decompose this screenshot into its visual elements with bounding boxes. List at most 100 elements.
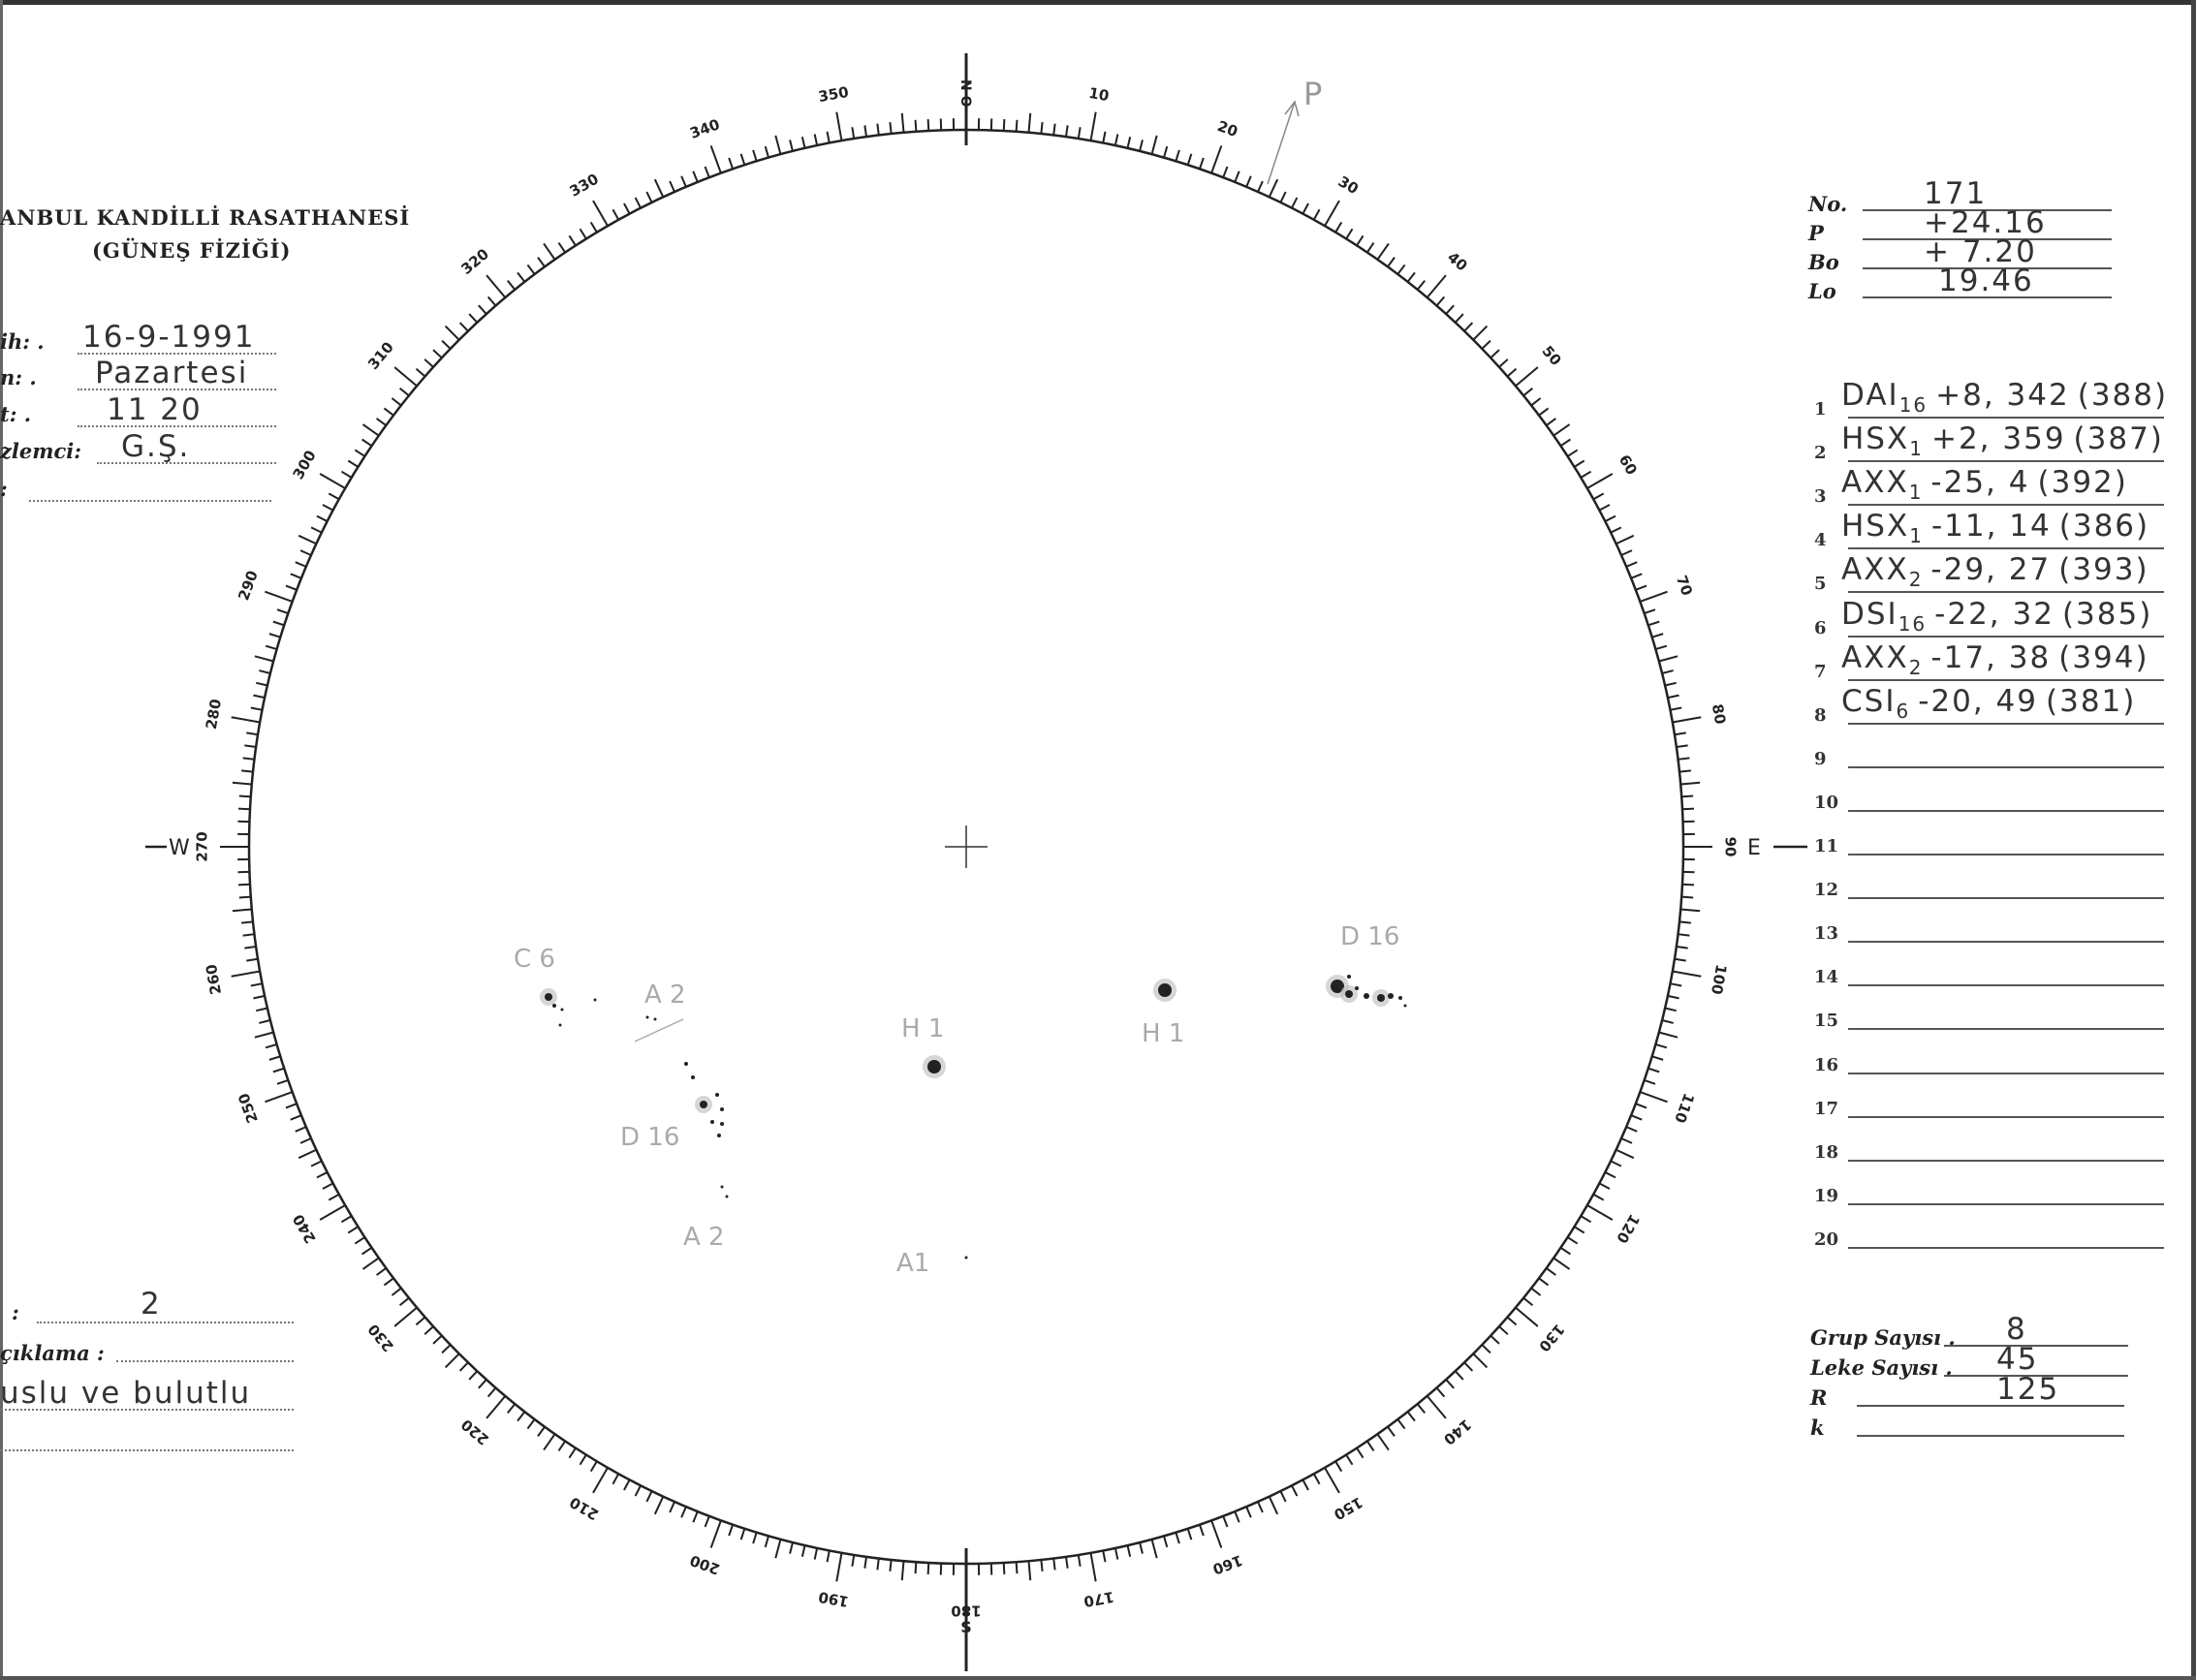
scale-tick [1027, 112, 1032, 133]
scale-tick [237, 883, 251, 887]
scale-tick [398, 387, 410, 397]
sunspot [720, 1122, 724, 1126]
scale-tick [1647, 1067, 1660, 1073]
scale-tick [299, 549, 312, 556]
summary-label: k [1810, 1416, 1825, 1440]
scale-tick [1324, 1467, 1340, 1494]
scale-tick [432, 349, 443, 359]
scale-tick [1463, 1361, 1474, 1372]
p-angle-arrow [1267, 101, 1296, 185]
scale-tick [246, 957, 259, 962]
scale-tick [1089, 1552, 1097, 1582]
group-line [1848, 809, 2164, 812]
field-value: 11 20 [107, 392, 203, 427]
scale-tick [250, 706, 263, 711]
scale-tick [276, 608, 289, 615]
scale-tick [256, 681, 268, 687]
group-coords: -17, 38 [1930, 639, 2052, 675]
scale-tick [1279, 191, 1287, 203]
scale-tick [1538, 1277, 1550, 1287]
scale-tick [1126, 137, 1132, 149]
scale-tick [826, 131, 831, 143]
scale-tick [1257, 180, 1264, 193]
scale-tick [316, 1171, 329, 1179]
scale-label: 150 [1331, 1493, 1365, 1523]
scale-tick [1077, 127, 1082, 140]
scale-tick [1426, 274, 1447, 298]
scale-tick [1672, 970, 1702, 978]
scale-tick [1150, 135, 1158, 155]
scale-tick [1640, 590, 1668, 603]
scale-tick [486, 1395, 507, 1419]
sunspot [545, 993, 552, 1001]
observatory-title: ANBUL KANDİLLİ RASATHANESİ [0, 205, 411, 230]
scale-tick [1426, 1395, 1447, 1419]
scale-tick [1678, 920, 1691, 924]
scale-tick [623, 1478, 631, 1491]
field-dotted-line [97, 462, 276, 464]
scale-tick [851, 127, 856, 140]
group-number: 20 [1814, 1229, 1839, 1250]
scale-tick [444, 1353, 460, 1369]
scan-border-bottom [0, 1676, 2196, 1680]
scale-tick [468, 1370, 479, 1381]
scale-tick [612, 208, 620, 221]
scale-tick [1163, 145, 1169, 158]
scale-tick [347, 1226, 359, 1234]
scale-tick [728, 1524, 735, 1537]
scale-tick [393, 1306, 418, 1327]
scale-tick [250, 982, 263, 987]
scale-tick [1114, 134, 1119, 146]
group-line [1848, 417, 2164, 419]
summary-label: Grup Sayısı . [1810, 1325, 1956, 1350]
sunspot [1377, 994, 1385, 1002]
scale-tick [1678, 933, 1690, 937]
scale-tick [1077, 1554, 1082, 1567]
scale-tick [468, 313, 479, 324]
scale-tick [253, 994, 266, 1000]
scale-label: 130 [1535, 1321, 1568, 1355]
group-line [1848, 635, 2164, 638]
spot-group-label: H 1 [901, 1014, 944, 1043]
east-label: E [1747, 836, 1761, 860]
scale-label: 120 [1613, 1211, 1643, 1246]
scale-tick [398, 1296, 410, 1307]
sunspot [560, 1008, 564, 1011]
scale-tick [1592, 492, 1605, 501]
scale-tick [268, 633, 281, 638]
scale-tick [310, 1160, 323, 1167]
scale-tick [1672, 716, 1702, 724]
group-line [1848, 1202, 2164, 1205]
group-noaa-id: (381) [2046, 683, 2137, 719]
scale-tick [1356, 1447, 1365, 1459]
scale-label: 270 [194, 831, 211, 861]
scale-tick [1664, 1007, 1677, 1012]
spot-group-label: H 1 [1142, 1019, 1184, 1048]
group-coords: -11, 14 [1930, 509, 2052, 544]
sunspot [1403, 1004, 1407, 1008]
scale-tick [1680, 781, 1701, 786]
scale-tick [835, 1552, 843, 1582]
scale-tick [1667, 994, 1679, 1000]
scale-label: 140 [1440, 1416, 1475, 1448]
group-coords: -25, 4 [1930, 465, 2030, 501]
scale-tick [889, 122, 893, 135]
scale-tick [328, 1193, 340, 1201]
scale-label: 200 [688, 1551, 723, 1578]
group-line [1848, 1115, 2164, 1118]
scale-tick [914, 119, 918, 132]
group-class-subscript: 16 [1898, 611, 1928, 636]
scale-tick [1406, 1411, 1416, 1422]
scale-tick [295, 561, 307, 568]
group-class: AXX [1841, 552, 1909, 588]
scale-tick [1291, 197, 1299, 209]
scale-tick [1522, 387, 1534, 397]
scale-tick [1616, 534, 1635, 545]
scale-tick [579, 228, 587, 239]
scale-label: 170 [1082, 1588, 1115, 1610]
scale-tick [242, 933, 255, 937]
scale-label: 300 [290, 448, 320, 482]
group-number: 8 [1814, 704, 1827, 726]
scale-tick [391, 397, 402, 407]
group-class: HSX [1841, 509, 1910, 544]
